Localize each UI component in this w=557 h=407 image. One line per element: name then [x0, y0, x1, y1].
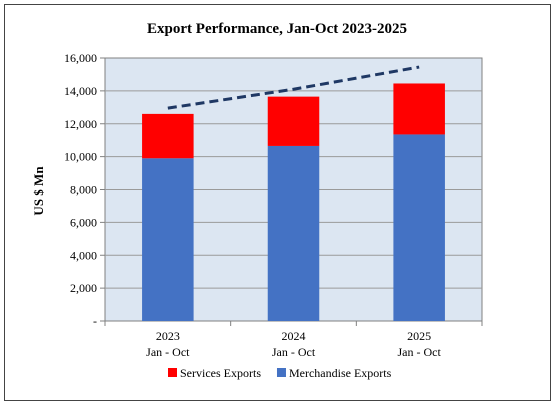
- y-tick-label: 16,000: [64, 51, 97, 65]
- y-tick-label: 2,000: [70, 281, 97, 295]
- y-tick-label: 6,000: [70, 215, 97, 229]
- trendline: [167, 65, 420, 110]
- y-tick-label: 14,000: [64, 84, 97, 98]
- x-tick-period: Jan - Oct: [398, 345, 442, 359]
- legend-swatch: [168, 368, 177, 377]
- trendline-path: [167, 65, 420, 110]
- x-tick-year: 2024: [282, 329, 306, 343]
- y-tick-label: 12,000: [64, 117, 97, 131]
- y-tick-label: 8,000: [70, 183, 97, 197]
- bars: [142, 83, 445, 321]
- legend-swatch: [276, 368, 286, 377]
- x-tick-period: Jan - Oct: [146, 345, 190, 359]
- bar-merchandise-exports: [393, 134, 445, 321]
- y-axis-label: US $ Mn: [31, 166, 46, 216]
- y-axis-ticks: - 2,000 4,000 6,000 8,000 10,000 12,000 14,000 1…: [64, 51, 105, 328]
- bar-merchandise-exports: [142, 158, 194, 321]
- legend-label: Services Exports: [180, 366, 261, 380]
- y-tick-label: 4,000: [70, 248, 97, 262]
- legend-label: Merchandise Exports: [289, 366, 392, 380]
- bar-services-exports: [393, 83, 445, 135]
- chart-frame: Export Performance, Jan-Oct 2023-2025 -2…: [4, 4, 551, 401]
- legend: Services Exports Merchandise Exports: [168, 366, 392, 380]
- bar-services-exports: [267, 96, 320, 146]
- bar-services-exports: [142, 113, 194, 159]
- y-tick-label: 10,000: [64, 150, 97, 164]
- export-chart: Export Performance, Jan-Oct 2023-2025 -2…: [31, 21, 483, 380]
- y-tick-label: -: [93, 314, 97, 328]
- x-tick-year: 2025: [407, 329, 431, 343]
- bar-merchandise-exports: [267, 145, 320, 321]
- chart-title: Export Performance, Jan-Oct 2023-2025: [147, 21, 407, 37]
- x-axis-ticks: 2023 Jan - Oct 2024 Jan - Oct 2025 Jan - Oct: [104, 321, 483, 359]
- x-tick-period: Jan - Oct: [272, 345, 316, 359]
- x-tick-year: 2023: [156, 329, 180, 343]
